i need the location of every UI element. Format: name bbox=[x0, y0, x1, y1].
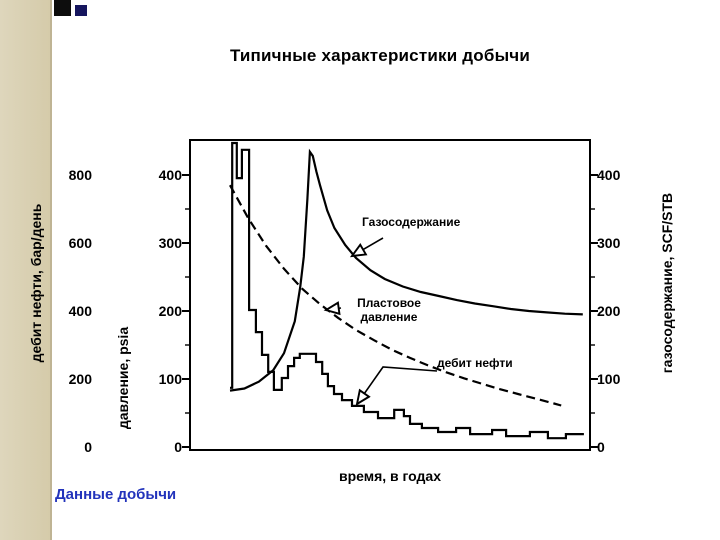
x-axis-label: время, в годах bbox=[338, 468, 442, 484]
series-oil-rate bbox=[230, 141, 584, 440]
tick-label: 300 bbox=[158, 235, 182, 251]
y-axis-ticks-oil-rate: 800 600 400 200 0 bbox=[48, 0, 92, 540]
tick-label: 600 bbox=[68, 235, 92, 251]
series-gas-content bbox=[229, 148, 583, 392]
annotation-gas-content: Газосодержание bbox=[362, 215, 461, 229]
tick-label: 200 bbox=[597, 303, 621, 319]
tick-label: 400 bbox=[597, 167, 621, 183]
tick-label: 200 bbox=[158, 303, 182, 319]
tick-label: 400 bbox=[158, 167, 182, 183]
annotation-leader bbox=[349, 237, 384, 258]
tick-label: 100 bbox=[158, 371, 182, 387]
tick-label: 300 bbox=[597, 235, 621, 251]
slide-title: Типичные характеристики добычи bbox=[229, 46, 531, 65]
y-axis-ticks-gas-content: 400 300 200 100 0 bbox=[597, 0, 641, 540]
annotation-leader bbox=[355, 366, 438, 406]
tick-label: 0 bbox=[174, 439, 182, 455]
series-reservoir-pressure bbox=[229, 184, 562, 407]
annotation-reservoir-pressure: Пластовое давление bbox=[357, 296, 421, 324]
annotation-leader bbox=[323, 301, 342, 316]
decor-square-small bbox=[75, 5, 87, 16]
tick-label: 0 bbox=[84, 439, 92, 455]
tick-label: 800 bbox=[68, 167, 92, 183]
decor-square-large bbox=[54, 0, 71, 16]
tick-label: 200 bbox=[68, 371, 92, 387]
tick-label: 0 bbox=[597, 439, 605, 455]
footer-label: Данные добычи bbox=[55, 486, 177, 503]
slide-side-strip bbox=[0, 0, 52, 540]
annotation-oil-rate: дебит нефти bbox=[437, 356, 513, 370]
plot-frame bbox=[189, 139, 591, 451]
y-axis-ticks-pressure: 400 300 200 100 0 bbox=[138, 0, 182, 540]
tick-label: 100 bbox=[597, 371, 621, 387]
tick-label: 400 bbox=[68, 303, 92, 319]
